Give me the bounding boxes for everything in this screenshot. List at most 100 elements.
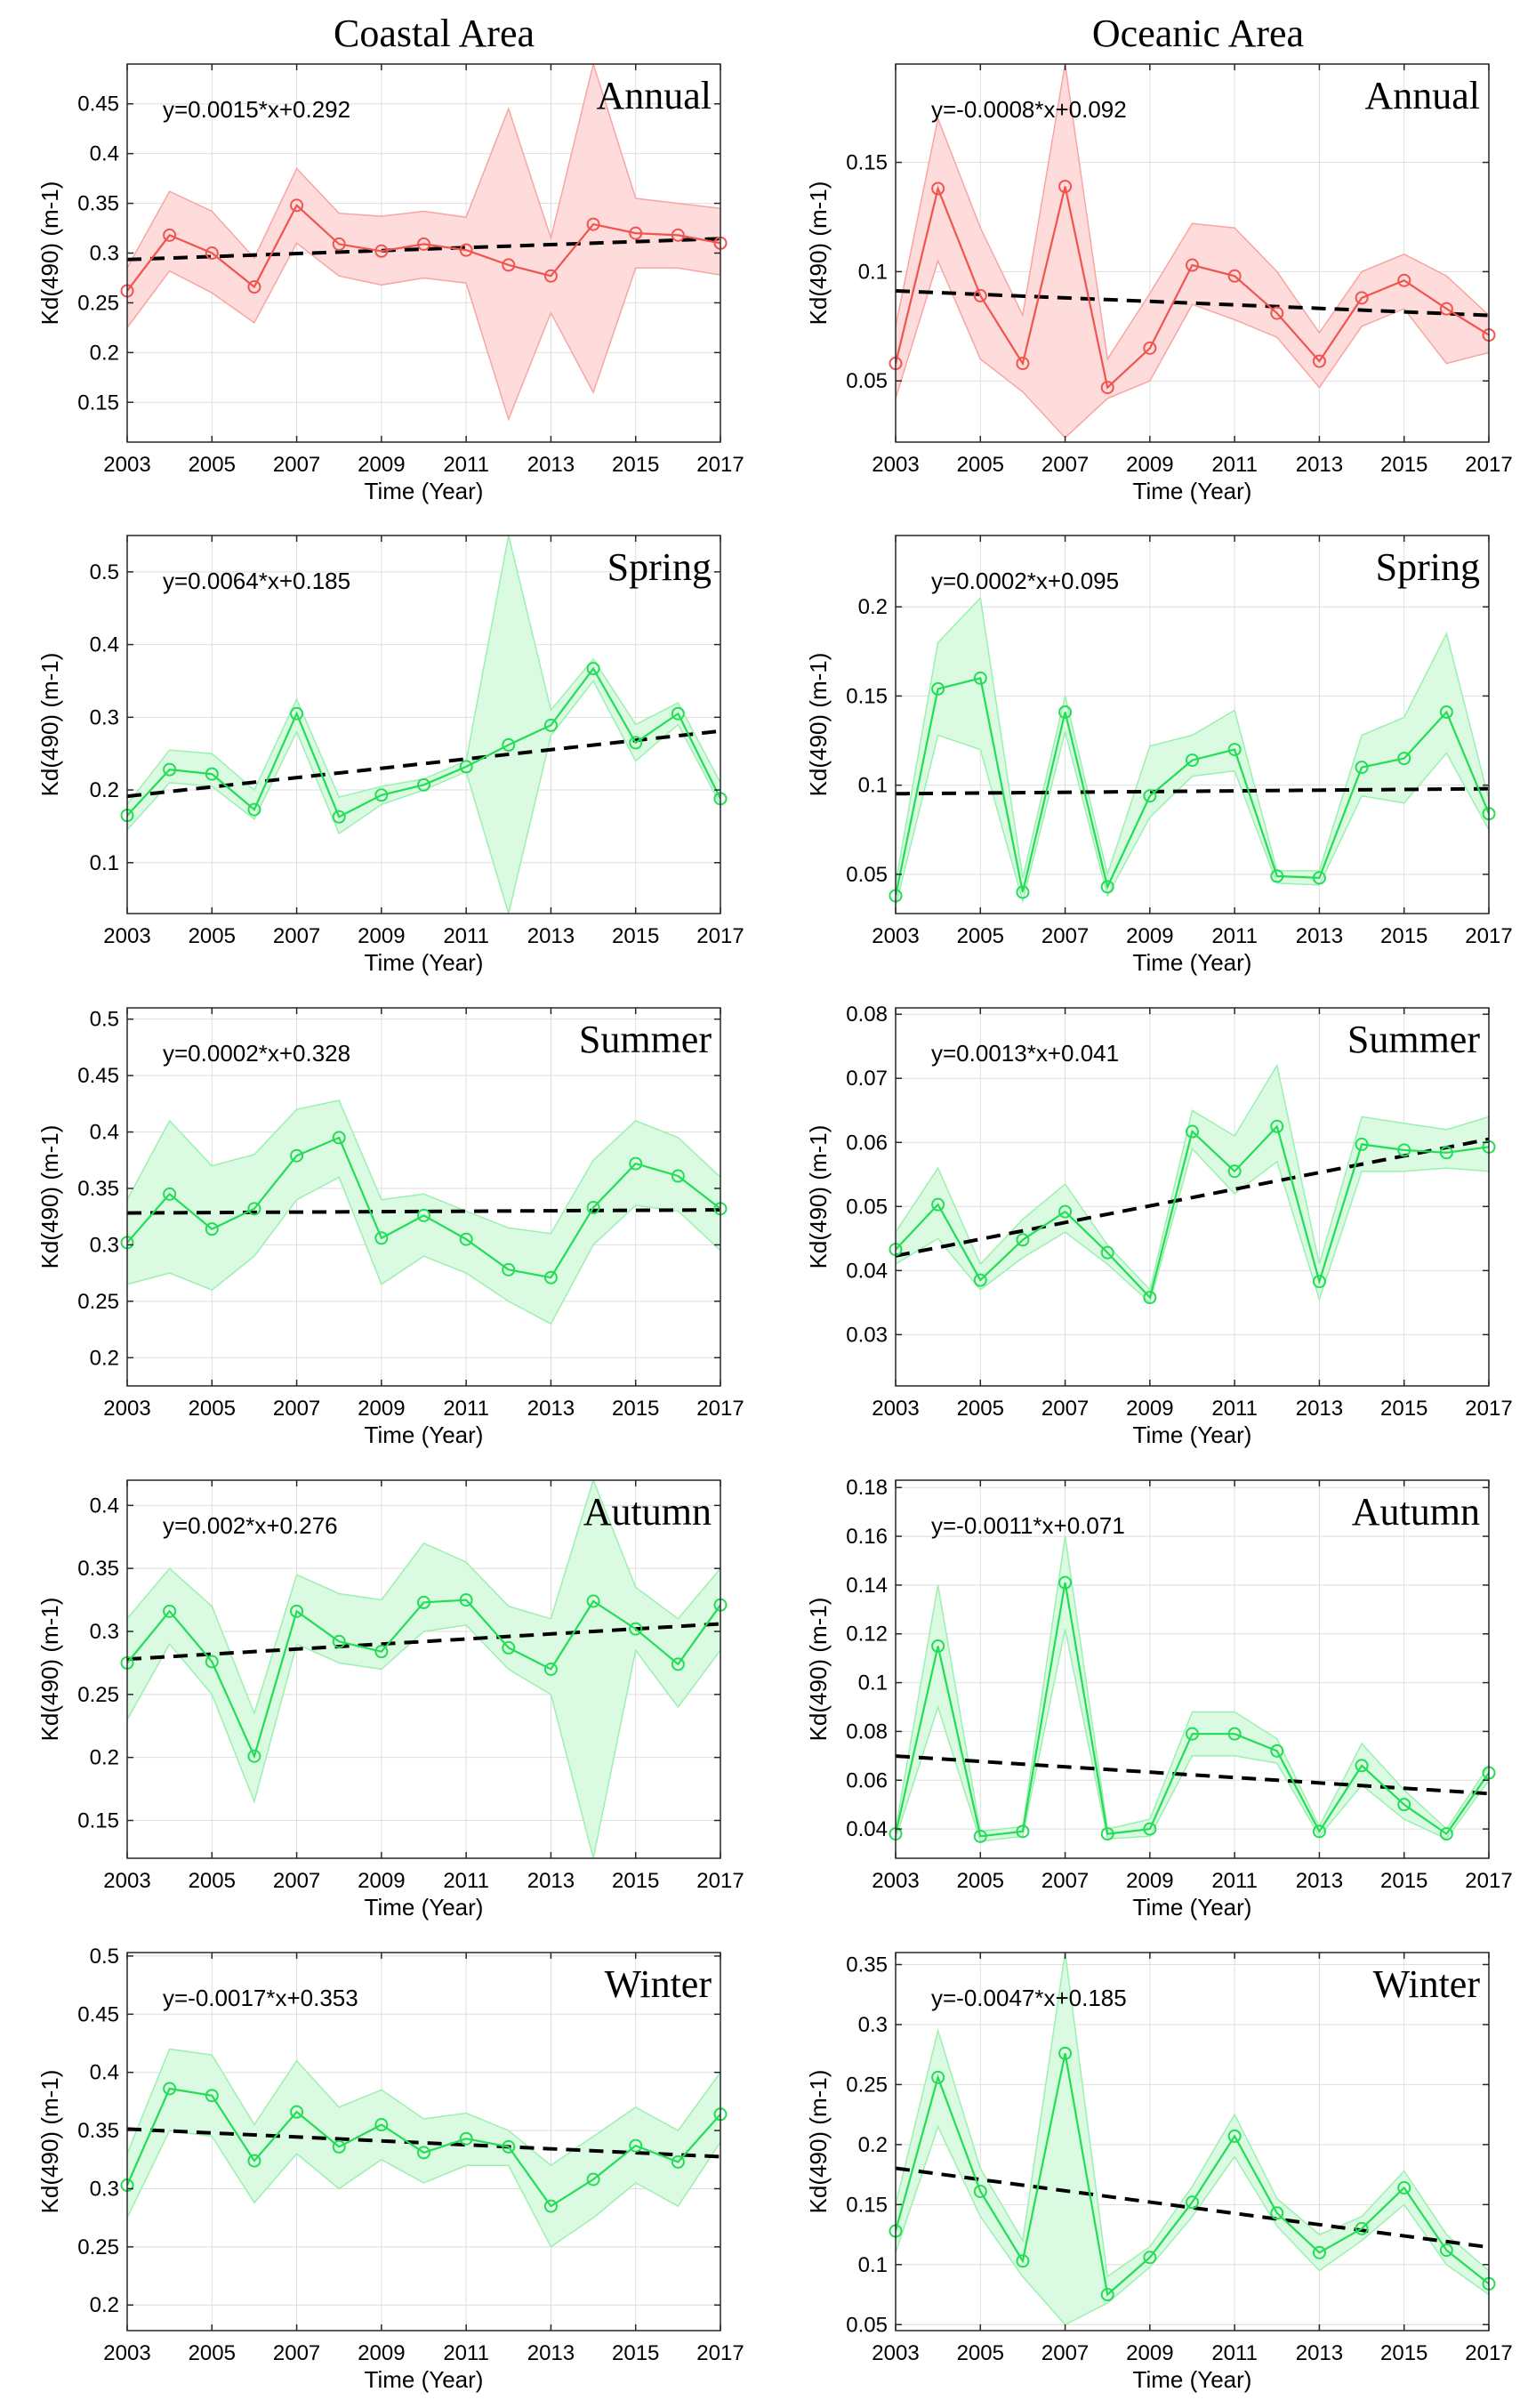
data-point-2014 <box>586 2172 600 2187</box>
data-point-2009 <box>374 788 389 802</box>
data-point-2014 <box>1355 291 1369 305</box>
data-point-2016 <box>671 706 685 721</box>
data-point-2004 <box>163 228 177 242</box>
x-tick-label: 2015 <box>612 1397 659 1421</box>
data-point-2004 <box>163 762 177 777</box>
y-tick-label: 0.06 <box>846 1131 888 1155</box>
x-tick-label: 2015 <box>1380 924 1427 948</box>
oceanic-summer-trend-equation: y=0.0013*x+0.041 <box>931 1040 1119 1067</box>
oceanic-spring-trend-equation: y=0.0002*x+0.095 <box>931 568 1119 594</box>
y-tick-label: 0.12 <box>846 1623 888 1647</box>
x-tick-label: 2009 <box>1126 1869 1173 1893</box>
x-tick-label: 2007 <box>273 924 320 948</box>
data-point-2006 <box>1016 1233 1030 1247</box>
y-tick-label: 0.3 <box>858 2013 888 2037</box>
data-point-2005 <box>205 246 219 260</box>
coastal-annual-trend-line <box>127 237 720 262</box>
y-tick-label: 0.2 <box>858 2133 888 2157</box>
x-tick-label: 2017 <box>696 1397 744 1421</box>
data-point-2006 <box>247 1202 261 1216</box>
data-point-2011 <box>1227 2129 1242 2143</box>
data-point-2006 <box>247 1749 261 1763</box>
coastal-winter-axes-frame <box>126 1952 721 2331</box>
x-tick-label: 2003 <box>103 924 150 948</box>
y-tick-label: 0.2 <box>90 1746 119 1770</box>
coastal-winter-trend-equation: y=-0.0017*x+0.353 <box>163 1985 358 2011</box>
coastal-summer-season-label: Summer <box>579 1018 712 1061</box>
data-point-2012 <box>1270 2206 1284 2220</box>
y-tick-label: 0.35 <box>77 1557 119 1581</box>
y-tick-label: 0.05 <box>846 863 888 887</box>
data-point-2015 <box>629 736 643 750</box>
data-point-2005 <box>205 2089 219 2103</box>
oceanic-spring-upper-bound-line <box>896 596 1489 884</box>
x-tick-label: 2005 <box>189 1397 236 1421</box>
oceanic-spring-plot-area <box>896 596 1489 907</box>
data-point-2005 <box>973 1829 987 1843</box>
data-point-2011 <box>459 760 473 774</box>
data-point-2007 <box>290 198 304 213</box>
coastal-autumn-lower-bound-line <box>127 1624 720 1858</box>
y-tick-label: 0.05 <box>846 1195 888 1219</box>
coastal-summer-lower-bound-line <box>127 1176 720 1325</box>
x-tick-label: 2013 <box>1296 1869 1343 1893</box>
x-tick-label: 2013 <box>1296 924 1343 948</box>
oceanic-winter-axes-frame <box>895 1952 1490 2331</box>
oceanic-summer-trend-line <box>896 1137 1489 1258</box>
data-point-2012 <box>502 1640 516 1655</box>
data-point-2004 <box>931 1639 945 1653</box>
y-tick-label: 0.04 <box>846 1259 888 1283</box>
data-point-2006 <box>1016 1824 1030 1839</box>
y-tick-label: 0.05 <box>846 2313 888 2337</box>
oceanic-winter-trend-equation: y=-0.0047*x+0.185 <box>931 1985 1127 2011</box>
data-point-2012 <box>502 258 516 272</box>
data-point-2009 <box>1143 2251 1157 2265</box>
data-point-2014 <box>1355 1759 1369 1773</box>
data-point-2011 <box>459 243 473 257</box>
oceanic-annual-season-label: Annual <box>1364 74 1480 117</box>
x-tick-label: 2003 <box>103 1397 150 1421</box>
oceanic-spring-axes-frame <box>895 535 1490 914</box>
coastal-winter-upper-bound-line <box>127 2048 720 2167</box>
x-tick-label: 2007 <box>1041 2341 1089 2365</box>
coastal-spring-series-line <box>127 666 720 818</box>
y-tick-label: 0.35 <box>77 1177 119 1201</box>
oceanic-winter-lower-bound-line <box>896 2124 1489 2326</box>
data-point-2005 <box>973 671 987 685</box>
oceanic-autumn-season-label: Autumn <box>1352 1490 1480 1534</box>
data-point-2008 <box>332 1634 346 1648</box>
chart-panels: 2003 2005 2007 2009 2011 2013 2015 2017 0.15 0.2 0… <box>36 63 1513 2393</box>
data-point-2014 <box>586 662 600 676</box>
data-point-2008 <box>1100 1827 1114 1841</box>
data-point-2007 <box>290 706 304 721</box>
oceanic-summer-series-line <box>896 1124 1489 1300</box>
oceanic-spring-trend-line <box>896 786 1489 796</box>
y-tick-label: 0.4 <box>90 1494 119 1518</box>
data-point-2015 <box>629 2138 643 2153</box>
oceanic-winter-season-label: Winter <box>1373 1962 1481 2006</box>
y-tick-label: 0.2 <box>858 595 888 619</box>
y-tick-label: 0.15 <box>846 2193 888 2217</box>
x-tick-label: 2003 <box>103 2341 150 2365</box>
data-point-2009 <box>1143 1822 1157 1836</box>
coastal-winter-series-line <box>127 2087 720 2208</box>
data-point-2006 <box>247 802 261 817</box>
data-point-2016 <box>1439 1827 1453 1841</box>
x-tick-label: 2011 <box>443 2341 489 2365</box>
y-tick-label: 0.08 <box>846 1719 888 1744</box>
data-point-2013 <box>543 1663 558 1676</box>
x-tick-label: 2015 <box>612 453 659 477</box>
data-point-2010 <box>1186 2195 1199 2210</box>
data-point-2009 <box>374 2118 389 2132</box>
data-point-2016 <box>1439 302 1453 316</box>
data-point-2013 <box>1312 1275 1326 1289</box>
x-tick-label: 2003 <box>872 924 919 948</box>
y-tick-label: 0.3 <box>90 1233 119 1257</box>
x-tick-label: 2009 <box>358 924 405 948</box>
oceanic-annual-lower-bound-line <box>896 258 1489 439</box>
data-point-2014 <box>586 1594 600 1608</box>
data-point-2012 <box>1270 1119 1284 1133</box>
x-tick-label: 2007 <box>273 2341 320 2365</box>
data-point-2004 <box>163 1187 177 1201</box>
coastal-autumn-uncertainty-band <box>127 1480 720 1858</box>
